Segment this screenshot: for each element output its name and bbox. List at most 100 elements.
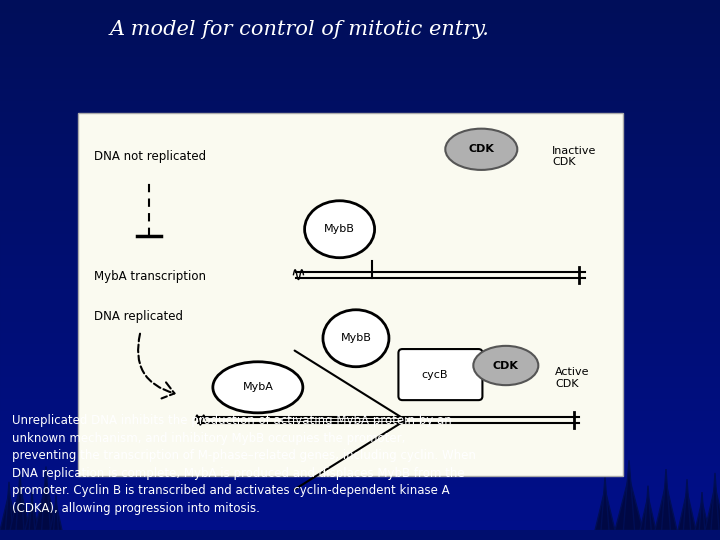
Bar [0, 38, 720, 39]
Bar [0, 247, 720, 248]
Bar [0, 442, 720, 443]
Polygon shape [615, 476, 643, 530]
Bar [0, 484, 720, 485]
Bar [0, 255, 720, 256]
Bar [0, 281, 720, 282]
Bar [0, 98, 720, 99]
Bar [0, 109, 720, 110]
Bar [0, 450, 720, 451]
Text: Active
CDK: Active CDK [555, 367, 590, 389]
Bar [0, 188, 720, 190]
Bar [0, 219, 720, 220]
FancyBboxPatch shape [398, 349, 482, 400]
Text: MybA transcription: MybA transcription [94, 270, 207, 283]
Bar [0, 469, 720, 470]
Bar [0, 277, 720, 278]
Bar [0, 518, 720, 519]
Bar [0, 384, 720, 385]
Bar [0, 278, 720, 279]
Bar [0, 59, 720, 60]
Bar [0, 397, 720, 398]
Bar [0, 327, 720, 328]
Bar [0, 138, 720, 139]
Bar [0, 282, 720, 283]
Bar [0, 44, 720, 45]
Bar [0, 50, 720, 51]
Bar [0, 325, 720, 326]
Bar [0, 451, 720, 452]
Bar [0, 506, 720, 507]
Bar [0, 314, 720, 315]
Bar [0, 28, 720, 29]
Bar [0, 350, 720, 352]
Bar [0, 259, 720, 260]
Bar [0, 147, 720, 149]
Bar [0, 299, 720, 300]
Bar [0, 151, 720, 152]
Polygon shape [705, 486, 720, 530]
Bar [0, 294, 720, 295]
Bar [0, 307, 720, 308]
Ellipse shape [473, 346, 539, 385]
Bar [0, 248, 720, 249]
Bar [0, 373, 720, 374]
Bar [0, 435, 720, 436]
Bar [0, 301, 720, 302]
Bar [0, 120, 720, 121]
Bar [0, 320, 720, 321]
Bar [0, 332, 720, 333]
Bar [0, 268, 720, 269]
Bar [0, 165, 720, 166]
Bar [0, 231, 720, 232]
Bar [0, 401, 720, 402]
Bar [0, 324, 720, 325]
Bar [0, 364, 720, 366]
Bar [0, 230, 720, 231]
Bar [0, 236, 720, 237]
Polygon shape [30, 492, 35, 530]
Bar [0, 434, 720, 435]
Bar [0, 7, 720, 8]
Bar [0, 52, 720, 53]
Bar [0, 21, 720, 22]
Bar [0, 237, 720, 238]
Bar [0, 218, 720, 219]
Bar [0, 10, 720, 11]
Bar [0, 103, 720, 104]
Text: Unreplicated DNA inhibits the production of activating MybA protein by an
unknow: Unreplicated DNA inhibits the production… [12, 415, 476, 515]
Bar [0, 427, 720, 428]
Bar [0, 298, 720, 299]
Bar [0, 55, 720, 56]
Bar [0, 175, 720, 176]
Bar [0, 330, 720, 331]
Bar [0, 315, 720, 316]
Bar [0, 104, 720, 105]
Bar [0, 440, 720, 441]
Bar [0, 328, 720, 329]
Bar [0, 90, 720, 91]
Bar [0, 453, 720, 454]
Bar [0, 319, 720, 320]
Bar [0, 205, 720, 206]
Bar [0, 339, 720, 340]
Bar [0, 202, 720, 203]
Bar [0, 57, 720, 58]
Bar [0, 127, 720, 129]
Bar [0, 408, 720, 409]
Bar [0, 95, 720, 96]
Bar [0, 132, 720, 133]
Bar [0, 352, 720, 353]
Bar [0, 389, 720, 390]
Bar [0, 102, 720, 103]
Bar [0, 172, 720, 173]
Bar [0, 143, 720, 144]
Bar [0, 443, 720, 444]
Bar [0, 233, 720, 234]
Bar [0, 444, 720, 445]
Text: CDK: CDK [469, 144, 494, 154]
Bar [0, 287, 720, 288]
Polygon shape [699, 492, 705, 530]
Bar [0, 253, 720, 254]
Bar [0, 140, 720, 141]
Bar [0, 228, 720, 229]
